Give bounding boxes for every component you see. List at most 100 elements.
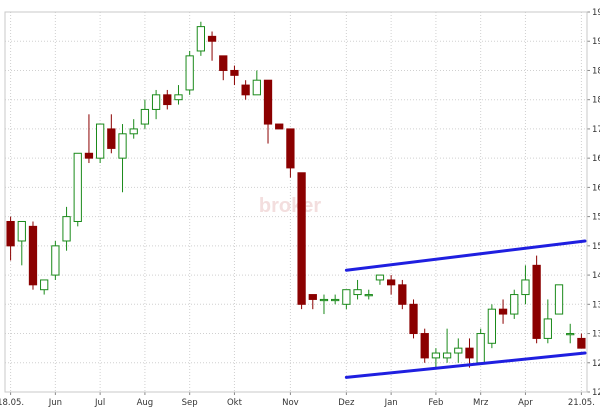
- channel-trendline: [344, 239, 587, 272]
- candle-body-down: [398, 284, 407, 305]
- candle-body-up: [353, 289, 362, 296]
- candle-body-down: [465, 347, 474, 359]
- candle: [465, 338, 474, 368]
- candle: [6, 216, 15, 261]
- candle-body-up: [364, 294, 373, 297]
- candle-body-up: [40, 279, 49, 291]
- candle-body-down: [230, 69, 239, 76]
- candle: [28, 221, 38, 290]
- candle-body-up: [151, 94, 161, 110]
- candle: [577, 333, 586, 349]
- candle: [364, 289, 373, 300]
- candle: [498, 299, 508, 324]
- candle-body-up: [510, 294, 519, 315]
- candle-body-up: [442, 352, 452, 359]
- trendlines-layer: [344, 239, 587, 379]
- candle: [17, 220, 26, 266]
- candle: [40, 279, 49, 295]
- candle-body-up: [252, 79, 261, 96]
- candle: [353, 279, 362, 300]
- y-tick-label: 19,8: [592, 8, 600, 18]
- candle-body-up: [521, 279, 530, 296]
- candle: [174, 85, 183, 105]
- candle: [140, 99, 150, 129]
- candle: [386, 275, 396, 295]
- y-tick-label: 14,4: [592, 271, 600, 281]
- y-tick-label: 15,6: [592, 213, 600, 223]
- candle: [331, 294, 340, 305]
- candle: [521, 265, 530, 305]
- candle: [442, 328, 452, 363]
- x-tick-label: Apr: [518, 398, 533, 408]
- y-tick-label: 13,8: [592, 300, 600, 310]
- y-tick-label: 18,6: [592, 66, 600, 76]
- candle-body-up: [375, 274, 385, 281]
- candle-body-down: [308, 294, 317, 300]
- candle-body-down: [28, 225, 38, 286]
- candle-body-up: [319, 298, 329, 302]
- x-tick-label: Feb: [428, 398, 443, 408]
- candle-body-up: [454, 347, 463, 354]
- candle-body-up: [140, 108, 150, 125]
- candle: [275, 123, 284, 130]
- grid-layer: [5, 11, 587, 393]
- candle-body-up: [73, 152, 82, 222]
- y-tick-label: 16,2: [592, 183, 600, 193]
- candle-body-down: [263, 79, 273, 125]
- candle-body-down: [207, 35, 217, 42]
- x-tick-label: Mrz: [473, 398, 489, 408]
- x-tick-label: Sep: [182, 398, 198, 408]
- candle: [409, 299, 418, 339]
- candle-body-down: [409, 303, 418, 335]
- candle-body-up: [554, 284, 564, 315]
- y-tick-label: 15,0: [592, 242, 600, 252]
- candle: [342, 289, 351, 310]
- candle-body-down: [275, 123, 284, 130]
- channel-trendline: [344, 351, 587, 379]
- candle: [510, 289, 519, 319]
- x-tick-label: Jun: [48, 398, 62, 408]
- candle-body-down: [420, 333, 429, 359]
- candle-body-up: [51, 245, 60, 276]
- candle-body-down: [241, 84, 250, 96]
- candle-body-down: [577, 337, 586, 349]
- candle-body-up: [331, 298, 340, 302]
- candle-body-up: [62, 216, 71, 242]
- candle: [95, 123, 105, 164]
- candle: [129, 119, 138, 139]
- candle: [118, 124, 127, 193]
- candle: [487, 304, 497, 349]
- x-tick-label: Nov: [282, 398, 299, 408]
- candle: [73, 152, 82, 227]
- x-tick-label: 18.05.: [0, 398, 24, 408]
- candle: [476, 328, 485, 364]
- candle: [263, 79, 273, 144]
- candle: [207, 31, 217, 61]
- y-tick-label: 17,4: [592, 125, 600, 135]
- y-tick-label: 12,6: [592, 359, 600, 369]
- x-tick-label: Okt: [227, 398, 243, 408]
- candle: [62, 206, 71, 251]
- candle-body-down: [84, 152, 94, 159]
- x-tick-label: Dez: [338, 398, 355, 408]
- candle-body-down: [107, 128, 116, 149]
- candle-body-up: [476, 333, 485, 364]
- candle-body-down: [286, 128, 295, 169]
- candle-body-up: [543, 318, 552, 339]
- y-tick-label: 13,2: [592, 330, 600, 340]
- candle-body-down: [386, 279, 396, 286]
- candle-body-down: [163, 94, 172, 106]
- candle: [252, 70, 261, 96]
- candle: [543, 299, 552, 344]
- candle: [297, 172, 306, 310]
- candle-body-up: [196, 26, 206, 52]
- candle-body-up: [487, 308, 497, 344]
- candle: [319, 294, 329, 315]
- y-tick-label: 16,8: [592, 154, 600, 164]
- x-tick-label: Jan: [384, 398, 398, 408]
- candle: [454, 338, 463, 363]
- candle: [84, 114, 94, 164]
- candle-body-down: [297, 172, 306, 305]
- candle: [420, 328, 429, 363]
